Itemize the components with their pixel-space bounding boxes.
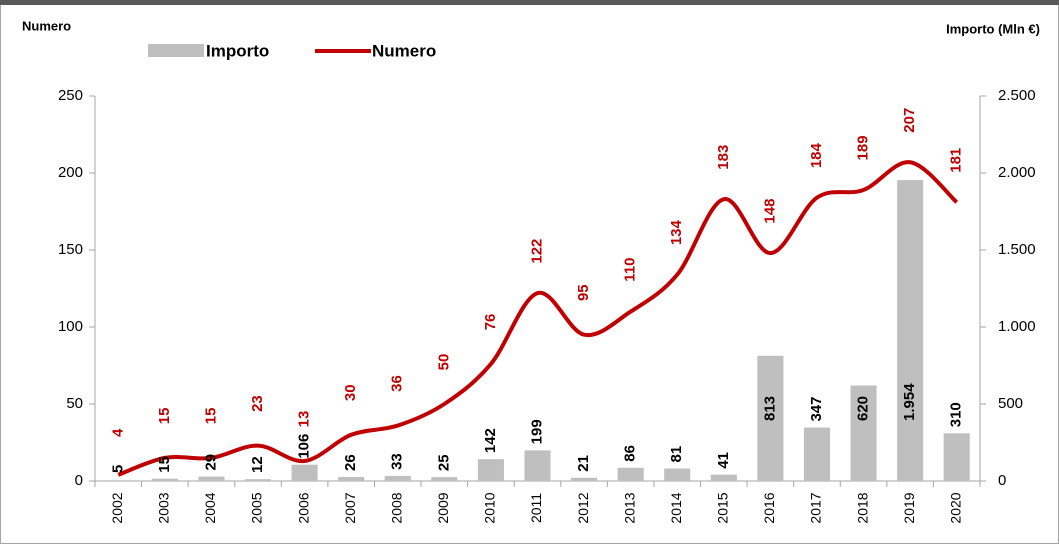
data-label: 25 (435, 454, 452, 471)
bar (664, 468, 691, 481)
data-label: 15 (156, 408, 173, 425)
data-label: 13 (296, 411, 313, 428)
x-tick-label: 2009 (435, 492, 451, 523)
data-label: 620 (855, 396, 872, 421)
bar (710, 474, 737, 481)
data-label: 33 (389, 453, 406, 470)
y-tick-label: 200 (58, 164, 83, 181)
x-tick-label: 2016 (761, 492, 777, 523)
bar (943, 433, 970, 481)
x-tick-label: 2017 (808, 492, 824, 523)
data-label: 23 (249, 395, 266, 412)
bar (384, 475, 411, 481)
data-label: 189 (855, 135, 872, 160)
bar (477, 459, 504, 481)
bar (291, 464, 318, 481)
y-tick-label: 250 (58, 87, 83, 104)
y2-tick-label: 2.000 (998, 164, 1036, 181)
data-label: 199 (528, 419, 545, 444)
data-label: 134 (668, 219, 685, 245)
y2-tick-label: 0 (998, 472, 1006, 489)
data-label: 36 (389, 375, 406, 392)
x-tick-label: 2011 (528, 493, 544, 523)
data-label: 106 (296, 434, 313, 459)
y2-tick-label: 1.500 (998, 241, 1036, 258)
data-label: 4 (109, 428, 126, 437)
data-label: 310 (948, 402, 965, 427)
data-label: 110 (622, 257, 639, 281)
y-tick-label: 50 (66, 395, 83, 412)
bar (431, 477, 458, 481)
data-label: 184 (808, 142, 825, 168)
y-axis-title: Numero (22, 18, 71, 33)
data-label: 29 (202, 454, 219, 471)
data-label: 142 (482, 428, 499, 453)
bar (524, 450, 551, 481)
x-tick-label: 2020 (947, 492, 963, 523)
data-label: 81 (668, 446, 685, 463)
legend-swatch (148, 44, 204, 57)
x-tick-label: 2003 (156, 492, 172, 523)
data-label: 21 (575, 455, 592, 472)
data-label: 148 (761, 199, 778, 224)
x-tick-label: 2013 (621, 492, 637, 523)
x-tick-label: 2008 (388, 492, 404, 523)
y2-tick-label: 2.500 (998, 87, 1036, 104)
data-label: 76 (482, 314, 499, 331)
bar (803, 427, 831, 481)
data-label: 347 (808, 397, 825, 422)
y2-axis-title: Importo (Mln €) (946, 21, 1040, 36)
bar (850, 385, 877, 481)
y2-tick-label: 1.000 (998, 318, 1036, 335)
top-strip (0, 0, 1059, 5)
bar (105, 480, 132, 481)
x-tick-label: 2005 (249, 492, 265, 523)
bar (198, 476, 225, 481)
x-tick-label: 2012 (575, 492, 591, 523)
line (117, 160, 959, 477)
x-tick-label: 2006 (295, 492, 311, 523)
bar (571, 477, 598, 481)
data-label: 5 (109, 465, 126, 473)
data-label: 122 (528, 239, 545, 264)
x-tick-label: 2018 (854, 492, 870, 523)
legend-label: Importo (206, 41, 269, 60)
x-tick-label: 2019 (901, 492, 917, 523)
bar (897, 180, 924, 482)
y2-tick-label: 500 (998, 395, 1023, 412)
y-tick-label: 0 (75, 472, 83, 489)
x-tick-label: 2010 (482, 492, 498, 523)
data-label: 183 (715, 145, 732, 170)
data-label: 26 (342, 454, 359, 471)
data-label: 813 (761, 396, 778, 421)
bar (244, 479, 272, 481)
bar (757, 355, 784, 481)
bar (617, 467, 644, 481)
x-tick-label: 2014 (668, 492, 684, 523)
data-label: 86 (622, 445, 639, 462)
data-label: 50 (435, 354, 452, 371)
data-label: 30 (342, 384, 359, 401)
bar (151, 478, 178, 481)
data-label: 41 (715, 452, 732, 469)
data-label: 95 (575, 284, 592, 301)
legend-label: Numero (372, 41, 436, 60)
data-label: 1.954 (901, 383, 918, 421)
data-label: 181 (948, 148, 965, 173)
x-tick-label: 2004 (202, 492, 218, 523)
bar (338, 476, 365, 481)
x-tick-label: 2015 (715, 492, 731, 523)
x-tick-label: 2007 (342, 492, 358, 523)
x-tick-label: 2002 (109, 492, 125, 523)
y-tick-label: 100 (58, 318, 83, 335)
y-tick-label: 150 (58, 241, 83, 258)
data-label: 12 (249, 456, 266, 473)
data-label: 15 (156, 456, 173, 473)
data-label: 207 (901, 108, 918, 133)
data-label: 15 (202, 408, 219, 425)
